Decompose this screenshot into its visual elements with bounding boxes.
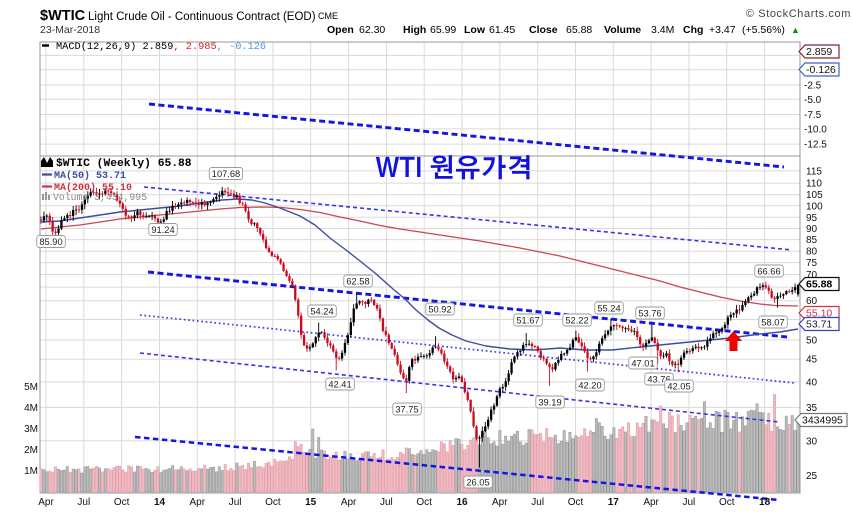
svg-text:(+5.56%): (+5.56%) bbox=[742, 24, 785, 36]
svg-text:90: 90 bbox=[806, 224, 818, 235]
svg-text:62.30: 62.30 bbox=[359, 24, 385, 36]
svg-text:Oct: Oct bbox=[114, 497, 130, 508]
svg-text:Apr: Apr bbox=[643, 497, 659, 508]
svg-text:Jul: Jul bbox=[229, 497, 242, 508]
svg-text:53.76: 53.76 bbox=[638, 308, 661, 318]
svg-text:26.05: 26.05 bbox=[466, 477, 489, 487]
svg-text:▲: ▲ bbox=[791, 25, 800, 35]
svg-text:-0.126: -0.126 bbox=[806, 64, 836, 76]
svg-text:14: 14 bbox=[154, 497, 166, 508]
svg-text:Oct: Oct bbox=[265, 497, 281, 508]
svg-text:42.20: 42.20 bbox=[578, 380, 601, 390]
svg-text:30: 30 bbox=[806, 436, 818, 447]
svg-text:-2.5: -2.5 bbox=[804, 81, 822, 92]
svg-text:Volume 3,434,995: Volume 3,434,995 bbox=[53, 192, 147, 203]
svg-text:Chg: Chg bbox=[683, 24, 703, 36]
svg-text:-12.5: -12.5 bbox=[804, 140, 827, 151]
svg-text:61.45: 61.45 bbox=[489, 24, 515, 36]
svg-text:50: 50 bbox=[806, 336, 818, 347]
svg-text:110: 110 bbox=[806, 179, 822, 190]
svg-text:100: 100 bbox=[806, 201, 823, 212]
svg-text:Jul: Jul bbox=[77, 497, 90, 508]
svg-text:107.68: 107.68 bbox=[212, 169, 240, 179]
svg-text:35: 35 bbox=[806, 403, 818, 414]
svg-text:115: 115 bbox=[806, 166, 822, 177]
svg-text:3.4M: 3.4M bbox=[651, 24, 674, 36]
svg-text:75: 75 bbox=[806, 258, 818, 269]
svg-text:39.19: 39.19 bbox=[538, 397, 561, 407]
svg-text:15: 15 bbox=[305, 497, 317, 508]
svg-text:MACD(12,26,9) 2.859, 2.985, -0: MACD(12,26,9) 2.859, 2.985, -0.126 bbox=[56, 41, 266, 53]
svg-text:55.24: 55.24 bbox=[597, 303, 620, 313]
svg-text:Apr: Apr bbox=[492, 497, 508, 508]
svg-text:$WTIC: $WTIC bbox=[40, 8, 86, 24]
svg-text:Jul: Jul bbox=[380, 497, 393, 508]
svg-text:23-Mar-2018: 23-Mar-2018 bbox=[40, 24, 100, 36]
svg-text:-10.0: -10.0 bbox=[804, 124, 827, 135]
svg-text:Apr: Apr bbox=[38, 497, 54, 508]
svg-text:High: High bbox=[403, 24, 426, 36]
svg-text:1M: 1M bbox=[24, 466, 38, 477]
svg-text:42.05: 42.05 bbox=[667, 381, 690, 391]
svg-text:55.10: 55.10 bbox=[806, 308, 832, 320]
svg-text:Light Crude Oil - Continuous C: Light Crude Oil - Continuous Contract (E… bbox=[88, 11, 316, 23]
svg-text:65.99: 65.99 bbox=[430, 24, 456, 36]
svg-text:52.22: 52.22 bbox=[565, 315, 588, 325]
svg-text:-7.5: -7.5 bbox=[804, 110, 822, 121]
svg-text:42.41: 42.41 bbox=[328, 379, 351, 389]
svg-text:MA(200) 55.10: MA(200) 55.10 bbox=[54, 182, 132, 194]
svg-text:40: 40 bbox=[806, 377, 818, 388]
svg-text:45: 45 bbox=[806, 355, 818, 366]
svg-text:CME: CME bbox=[318, 11, 338, 21]
svg-text:54.24: 54.24 bbox=[310, 306, 333, 316]
svg-text:53.71: 53.71 bbox=[806, 319, 832, 331]
svg-text:2.859: 2.859 bbox=[806, 46, 832, 58]
svg-text:3434995: 3434995 bbox=[802, 415, 843, 427]
svg-text:Oct: Oct bbox=[568, 497, 584, 508]
svg-text:105: 105 bbox=[806, 190, 823, 201]
svg-text:Jul: Jul bbox=[683, 497, 696, 508]
svg-text:-5.0: -5.0 bbox=[804, 95, 822, 106]
svg-text:70: 70 bbox=[806, 270, 818, 281]
svg-text:Open: Open bbox=[327, 24, 354, 36]
svg-text:Oct: Oct bbox=[719, 497, 735, 508]
svg-text:50.92: 50.92 bbox=[428, 304, 451, 314]
svg-text:Apr: Apr bbox=[341, 497, 357, 508]
svg-text:47.01: 47.01 bbox=[631, 358, 654, 368]
svg-text:4M: 4M bbox=[24, 403, 38, 414]
svg-text:60: 60 bbox=[806, 296, 818, 307]
svg-text:$WTIC (Weekly) 65.88: $WTIC (Weekly) 65.88 bbox=[56, 158, 192, 170]
svg-text:2M: 2M bbox=[24, 445, 38, 456]
svg-text:65.88: 65.88 bbox=[806, 279, 832, 291]
svg-text:91.24: 91.24 bbox=[151, 225, 174, 235]
svg-text:37.75: 37.75 bbox=[395, 404, 418, 414]
svg-text:Oct: Oct bbox=[416, 497, 432, 508]
svg-text:5M: 5M bbox=[24, 382, 38, 393]
svg-text:Volume: Volume bbox=[604, 24, 641, 36]
svg-text:18: 18 bbox=[759, 497, 771, 508]
svg-text:16: 16 bbox=[456, 497, 468, 508]
svg-text:80: 80 bbox=[806, 247, 818, 258]
svg-text:Close: Close bbox=[529, 24, 558, 36]
svg-text:Apr: Apr bbox=[190, 497, 206, 508]
svg-text:85.90: 85.90 bbox=[39, 237, 62, 247]
svg-text:25: 25 bbox=[806, 471, 818, 482]
svg-text:17: 17 bbox=[608, 497, 620, 508]
svg-text:Low: Low bbox=[464, 24, 486, 36]
svg-text:62.58: 62.58 bbox=[346, 276, 369, 286]
svg-text:95: 95 bbox=[806, 213, 818, 224]
svg-text:66.66: 66.66 bbox=[757, 266, 780, 276]
svg-text:MA(50) 53.71: MA(50) 53.71 bbox=[54, 170, 126, 182]
svg-text:65.88: 65.88 bbox=[566, 24, 592, 36]
svg-text:85: 85 bbox=[806, 235, 818, 246]
svg-text:43.76: 43.76 bbox=[647, 374, 670, 384]
svg-text:58.07: 58.07 bbox=[761, 317, 784, 327]
svg-text:51.67: 51.67 bbox=[516, 315, 539, 325]
svg-text:Jul: Jul bbox=[531, 497, 544, 508]
svg-text:© StockCharts.com: © StockCharts.com bbox=[746, 8, 851, 20]
svg-text:3M: 3M bbox=[24, 424, 38, 435]
svg-text:+3.47: +3.47 bbox=[709, 24, 736, 36]
